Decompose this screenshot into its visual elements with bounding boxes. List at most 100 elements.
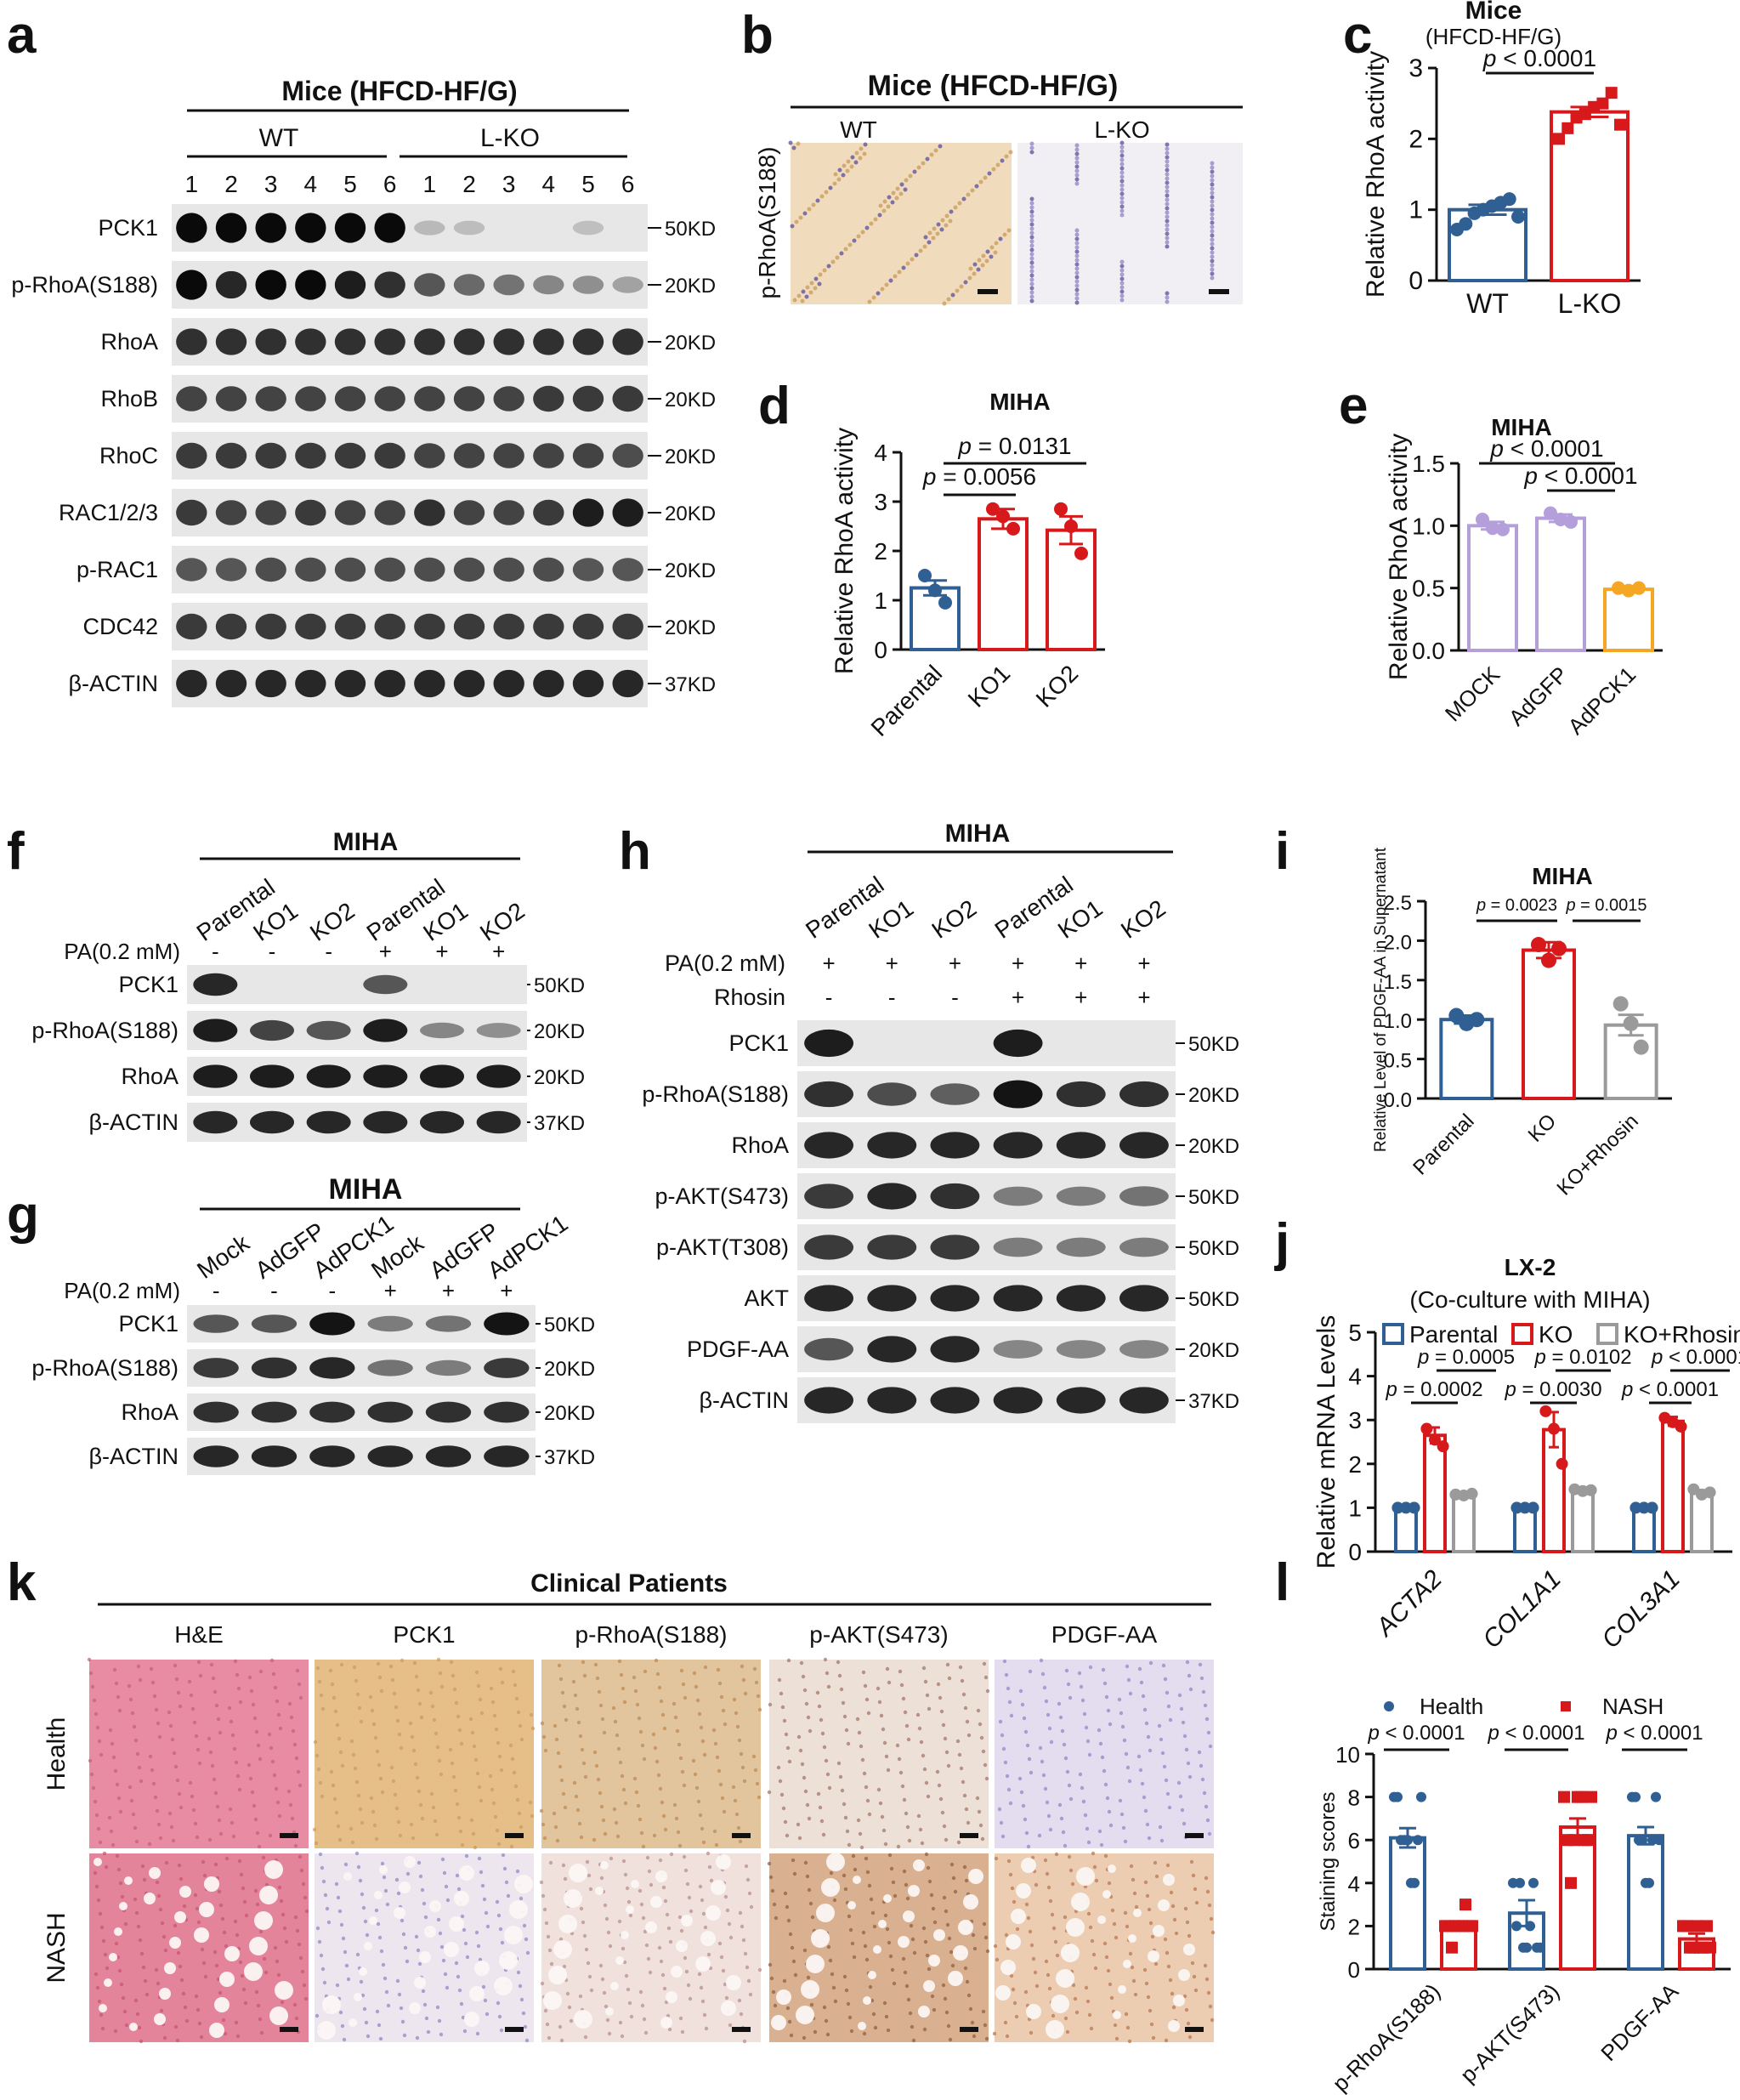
- blot-membrane: [172, 660, 648, 707]
- cell-nucleus: [254, 1729, 259, 1734]
- cell-nucleus: [877, 1700, 882, 1705]
- cell-nucleus: [241, 1886, 246, 1891]
- cell-nucleus: [972, 271, 977, 276]
- cell-nucleus: [1143, 1808, 1148, 1813]
- cell-nucleus: [440, 1857, 445, 1862]
- cell-nucleus: [839, 251, 844, 256]
- cell-nucleus: [966, 192, 971, 197]
- lipid-droplet: [144, 1893, 156, 1904]
- cell-nucleus: [1029, 239, 1034, 244]
- blot-membrane: [797, 1122, 1176, 1168]
- cell-nucleus: [885, 1927, 890, 1932]
- cell-nucleus: [170, 1737, 175, 1742]
- cell-nucleus: [444, 1884, 449, 1889]
- cell-nucleus: [994, 1856, 999, 1861]
- data-point: [1632, 581, 1646, 595]
- cell-nucleus: [1165, 189, 1170, 194]
- cell-nucleus: [173, 2024, 179, 2029]
- cell-nucleus: [364, 2020, 369, 2025]
- cell-nucleus: [316, 1767, 321, 1772]
- cell-nucleus: [1067, 1854, 1072, 1859]
- cell-nucleus: [869, 1897, 874, 1902]
- cell-nucleus: [600, 1977, 605, 1982]
- cell-nucleus: [1144, 1981, 1149, 1986]
- cell-nucleus: [140, 1864, 145, 1869]
- treatment-sign: +: [1012, 951, 1024, 976]
- blot-band: [867, 1336, 917, 1363]
- cell-nucleus: [1157, 1723, 1162, 1728]
- cell-nucleus: [1074, 181, 1080, 186]
- blot-protein-label: CDC42: [82, 614, 158, 639]
- cell-nucleus: [1009, 1973, 1014, 1978]
- blot-band: [334, 442, 366, 469]
- cell-nucleus: [672, 1701, 677, 1706]
- blot-membrane: [172, 546, 648, 593]
- blot-band: [367, 1315, 413, 1332]
- cell-nucleus: [259, 2030, 264, 2035]
- column-label: p-AKT(S473): [809, 1621, 948, 1648]
- lipid-droplet: [821, 1878, 840, 1897]
- cell-nucleus: [483, 1998, 488, 2003]
- cell-nucleus: [632, 1776, 638, 1781]
- cell-nucleus: [94, 1972, 99, 1977]
- cell-nucleus: [1210, 241, 1215, 247]
- row-label: p-RhoA(S188): [754, 147, 780, 299]
- blot-band: [612, 276, 643, 293]
- cell-nucleus: [1119, 153, 1125, 158]
- cell-nucleus: [1119, 289, 1125, 294]
- cell-nucleus: [980, 263, 985, 268]
- cell-nucleus: [694, 1785, 700, 1791]
- cell-nucleus: [616, 1746, 621, 1751]
- cell-nucleus: [978, 1722, 983, 1727]
- cell-nucleus: [545, 2022, 550, 2027]
- cell-nucleus: [426, 2029, 431, 2035]
- cell-nucleus: [678, 1756, 683, 1761]
- cell-nucleus: [562, 1964, 567, 1969]
- cell-nucleus: [1142, 1795, 1147, 1800]
- bar: [1452, 1492, 1476, 1554]
- data-point: [1476, 513, 1489, 526]
- blot-band: [414, 220, 445, 236]
- lipid-droplet: [569, 1864, 587, 1882]
- cell-nucleus: [244, 1913, 249, 1918]
- cell-nucleus: [498, 1666, 503, 1671]
- blot-band: [572, 443, 604, 468]
- blot-band: [484, 1312, 530, 1336]
- cell-nucleus: [703, 1665, 708, 1670]
- data-point: [1612, 996, 1629, 1012]
- lipid-droplet: [801, 1980, 819, 1999]
- blot-band: [420, 1064, 464, 1088]
- cell-nucleus: [120, 1894, 125, 1899]
- cell-nucleus: [915, 1712, 921, 1717]
- blot-band: [176, 499, 207, 526]
- cell-nucleus: [1165, 180, 1170, 185]
- cell-nucleus: [213, 1862, 218, 1867]
- lipid-droplet: [650, 1896, 662, 1908]
- cell-nucleus: [577, 1821, 582, 1826]
- cell-nucleus: [808, 1728, 813, 1734]
- cell-nucleus: [313, 1740, 318, 1745]
- cell-nucleus: [1004, 154, 1009, 159]
- cell-nucleus: [1046, 1813, 1051, 1819]
- lipid-droplet: [666, 1991, 677, 2003]
- lipid-droplet: [700, 1931, 716, 1946]
- cell-nucleus: [749, 1904, 754, 1910]
- panel-title: MIHA: [989, 389, 1051, 415]
- cell-nucleus: [596, 1777, 601, 1782]
- blot-band: [309, 1445, 355, 1467]
- cell-nucleus: [595, 1676, 600, 1681]
- data-point: [1703, 1486, 1716, 1499]
- cell-nucleus: [706, 1952, 711, 1957]
- cell-nucleus: [1074, 177, 1080, 182]
- cell-nucleus: [1138, 1768, 1143, 1773]
- cell-nucleus: [1119, 170, 1125, 175]
- cell-nucleus: [400, 1658, 405, 1663]
- data-point: [1553, 133, 1565, 145]
- cell-nucleus: [613, 1719, 618, 1724]
- cell-nucleus: [544, 1921, 549, 1926]
- cell-nucleus: [843, 247, 848, 252]
- cell-nucleus: [955, 288, 960, 293]
- cell-nucleus: [1074, 283, 1080, 288]
- blot-membrane: [797, 1224, 1176, 1270]
- y-tick-label: 3: [1408, 54, 1423, 82]
